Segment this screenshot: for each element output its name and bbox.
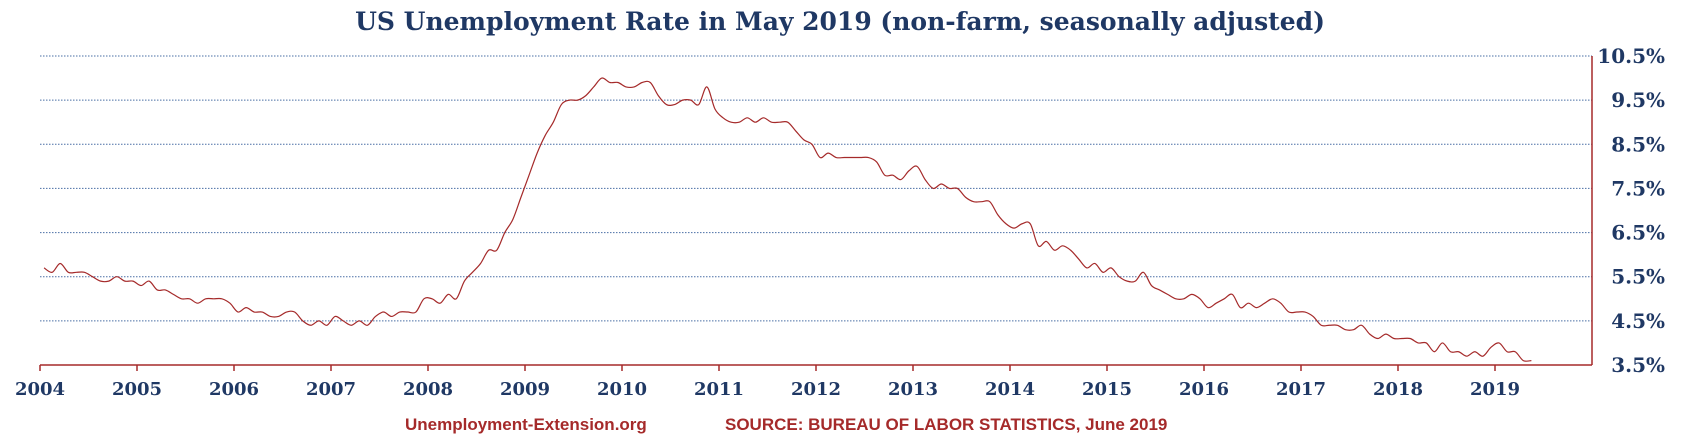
footer-website: Unemployment-Extension.org bbox=[405, 415, 647, 434]
x-tick-label: 2012 bbox=[791, 379, 841, 400]
x-tick-label: 2008 bbox=[403, 379, 453, 400]
y-tick-label: 7.5% bbox=[1611, 176, 1665, 200]
x-tick-label: 2015 bbox=[1082, 379, 1132, 400]
series-line-unemployment-rate bbox=[43, 77, 1532, 362]
x-tick-label: 2019 bbox=[1470, 379, 1520, 400]
x-tick-label: 2011 bbox=[694, 379, 744, 400]
grid-lines bbox=[40, 55, 1592, 322]
y-tick-label: 4.5% bbox=[1611, 309, 1665, 333]
chart-title: US Unemployment Rate in May 2019 (non-fa… bbox=[355, 7, 1325, 36]
x-tick-label: 2016 bbox=[1179, 379, 1229, 400]
x-tick-label: 2010 bbox=[597, 379, 647, 400]
y-tick-label: 3.5% bbox=[1611, 353, 1665, 377]
x-tick-label: 2017 bbox=[1276, 379, 1326, 400]
x-tick-label: 2007 bbox=[306, 379, 356, 400]
series-layer bbox=[43, 77, 1532, 362]
y-tick-label: 5.5% bbox=[1611, 265, 1665, 289]
x-tick-label: 2005 bbox=[112, 379, 162, 400]
y-tick-label: 6.5% bbox=[1611, 221, 1665, 245]
x-tick-label: 2009 bbox=[500, 379, 550, 400]
x-tick-label: 2006 bbox=[209, 379, 259, 400]
x-axis-tick-labels: 2004 2005 2006 2007 2008 2009 2010 2011 2012 2013… bbox=[15, 379, 1520, 400]
y-tick-label: 10.5% bbox=[1597, 44, 1665, 68]
x-tick-label: 2004 bbox=[15, 379, 65, 400]
y-tick-label: 9.5% bbox=[1611, 88, 1665, 112]
x-tick-label: 2014 bbox=[985, 379, 1035, 400]
axes bbox=[39, 56, 1593, 371]
y-tick-label: 8.5% bbox=[1611, 132, 1665, 156]
footer-source: SOURCE: BUREAU OF LABOR STATISTICS, June… bbox=[725, 415, 1167, 434]
x-tick-label: 2018 bbox=[1373, 379, 1423, 400]
y-axis-tick-labels: 10.5% 9.5% 8.5% 7.5% 6.5% 5.5% 4.5% 3.5% bbox=[1597, 44, 1665, 377]
x-tick-label: 2013 bbox=[888, 379, 938, 400]
